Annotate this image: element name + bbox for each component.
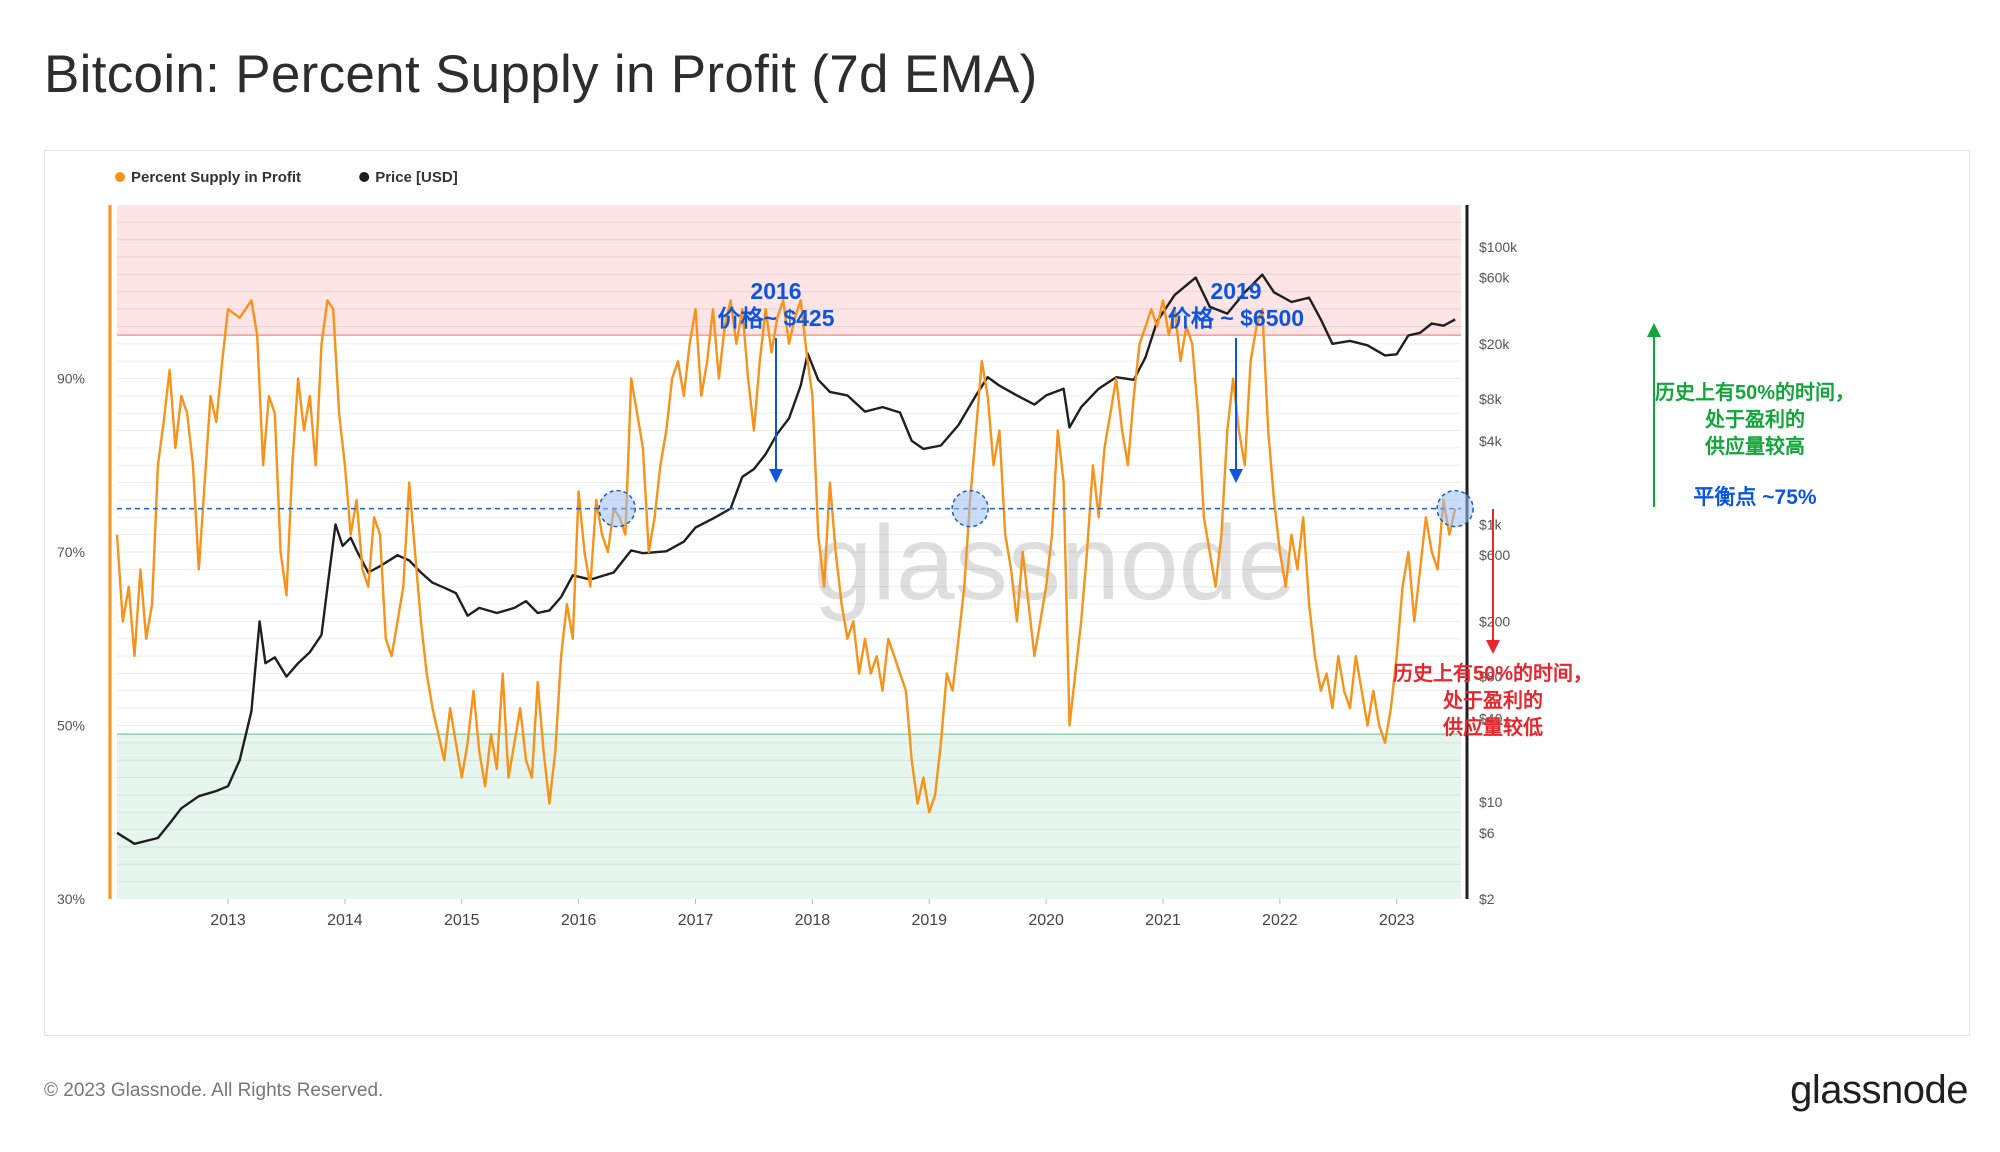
- right-tick-label: $40: [1479, 710, 1503, 726]
- legend: Percent Supply in Profit Price [USD]: [115, 169, 458, 186]
- annotations: 2016 价格~ $425 2019 价格 ~ $6500 平衡点 ~75% 历…: [718, 278, 1856, 739]
- price-line: [116, 273, 1456, 845]
- x-tick-label: 2021: [1145, 912, 1181, 929]
- right-tick-label: $100k: [1479, 239, 1518, 255]
- annotation-2019-price: 价格 ~ $6500: [1168, 305, 1304, 331]
- supply-in-profit-line: [115, 299, 1457, 814]
- annotation-high-line2: 处于盈利的: [1704, 407, 1805, 431]
- annotation-2019-year: 2019: [1210, 278, 1261, 304]
- right-tick-label: $8k: [1479, 391, 1503, 407]
- right-tick-label: $10: [1479, 794, 1503, 810]
- right-tick-label: $1k: [1479, 516, 1503, 532]
- right-tick-label: $60k: [1479, 270, 1510, 286]
- annotation-equilibrium: 平衡点 ~75%: [1693, 485, 1816, 509]
- x-tick-label: 2015: [444, 912, 480, 929]
- annotation-low-line1: 历史上有50%的时间，: [1393, 661, 1593, 685]
- left-tick-label: 30%: [57, 891, 85, 907]
- axes: 30% 50% 70% 90% $2 $6 $10 $40 $80 $200 $600 $1k $4k $…: [57, 205, 1518, 929]
- x-tick-label: 2019: [911, 912, 947, 929]
- brand-logo: glassnode: [1790, 1068, 1968, 1112]
- chart-svg: glassnode 30% 50% 70% 90% $2 $6 $10 $40 $80 $200 $…: [57, 169, 1856, 929]
- legend-label: Price [USD]: [375, 169, 458, 186]
- chart-panel: glassnode 30% 50% 70% 90% $2 $6 $10 $40 $80 $200 $…: [44, 150, 1970, 1036]
- x-tick-label: 2016: [561, 912, 597, 929]
- lower-band: [117, 734, 1461, 899]
- legend-label: Percent Supply in Profit: [131, 169, 301, 186]
- arrow-high-head: [1647, 323, 1661, 337]
- series: [115, 273, 1474, 845]
- arrow-2019-head: [1229, 469, 1243, 483]
- threshold-bands: [117, 205, 1461, 899]
- legend-marker: [359, 172, 370, 182]
- x-tick-label: 2017: [678, 912, 714, 929]
- annotation-2016-price: 价格~ $425: [718, 305, 835, 331]
- right-tick-label: $80: [1479, 669, 1503, 685]
- x-tick-label: 2020: [1028, 912, 1064, 929]
- watermark: glassnode: [813, 504, 1296, 622]
- page-title: Bitcoin: Percent Supply in Profit (7d EM…: [44, 45, 1038, 104]
- left-tick-label: 90%: [57, 371, 85, 387]
- left-tick-label: 50%: [57, 718, 85, 734]
- right-tick-label: $20k: [1479, 336, 1510, 352]
- annotation-low-line2: 处于盈利的: [1442, 688, 1543, 712]
- annotation-high-line1: 历史上有50%的时间，: [1655, 380, 1855, 404]
- x-tick-label: 2013: [210, 912, 246, 929]
- annotation-low-line3: 供应量较低: [1442, 715, 1543, 739]
- annotation-2016-year: 2016: [750, 278, 801, 304]
- right-tick-label: $6: [1479, 825, 1495, 841]
- x-tick-label: 2023: [1379, 912, 1415, 929]
- annotation-high-line3: 供应量较高: [1704, 434, 1805, 458]
- right-tick-label: $2: [1479, 891, 1495, 907]
- x-tick-label: 2022: [1262, 912, 1298, 929]
- x-tick-label: 2018: [795, 912, 831, 929]
- upper-band: [117, 205, 1461, 336]
- right-tick-label: $200: [1479, 613, 1510, 629]
- highlight-circle: [1436, 489, 1474, 528]
- highlight-circle: [598, 489, 636, 528]
- arrow-2016-head: [769, 469, 783, 483]
- legend-marker: [115, 172, 125, 182]
- arrow-low-head: [1486, 640, 1500, 654]
- right-tick-label: $4k: [1479, 433, 1503, 449]
- copyright-text: © 2023 Glassnode. All Rights Reserved.: [44, 1080, 384, 1101]
- highlight-circle: [951, 489, 989, 528]
- right-tick-label: $600: [1479, 547, 1510, 563]
- x-tick-label: 2014: [327, 912, 363, 929]
- left-tick-label: 70%: [57, 544, 85, 560]
